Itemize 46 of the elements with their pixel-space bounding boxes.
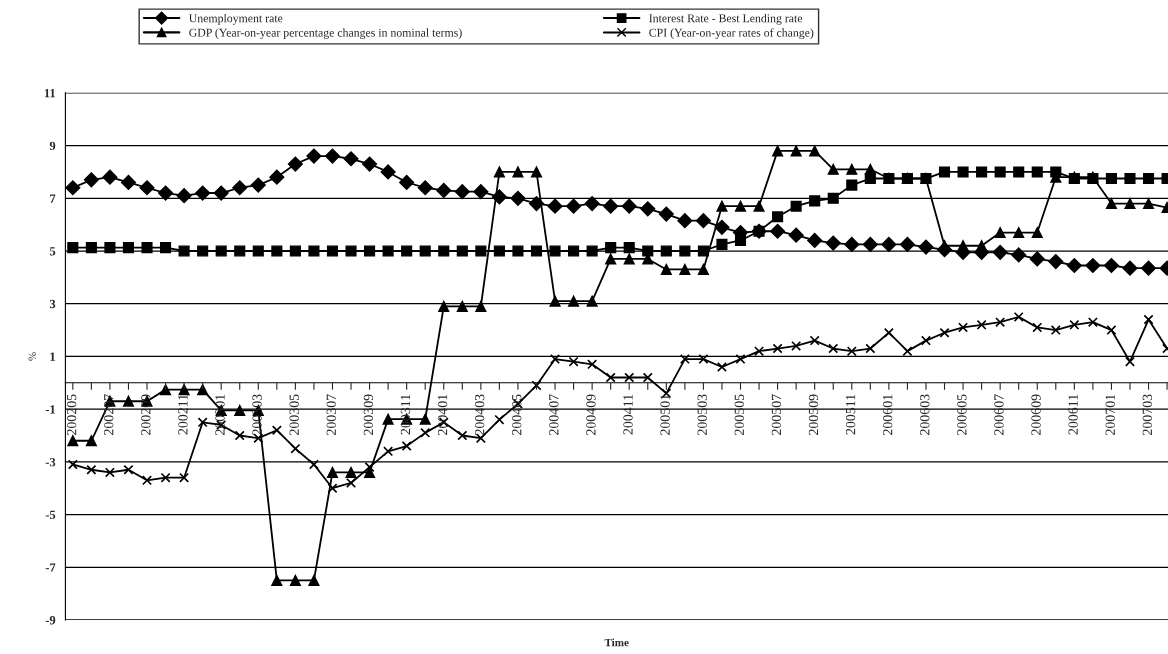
x-tick-label: 200507: [771, 394, 782, 435]
x-tick-label: 200303: [252, 394, 262, 435]
x-tick-label: 200511: [845, 394, 856, 435]
x-tick-label: 200703: [1142, 394, 1152, 435]
x-tick-label: 200209: [141, 394, 151, 435]
legend-label: Unemployment rate: [189, 13, 283, 25]
x-tick-label: 200411: [623, 394, 633, 435]
x-tick-label: 200607: [994, 394, 1004, 435]
y-tick-label: 11: [44, 88, 56, 98]
x-tick-label: 200309: [363, 394, 374, 435]
x-tick-label: 200601: [882, 394, 893, 435]
x-tick-label: 200401: [437, 394, 448, 435]
legend-label: Interest Rate - Best Lending rate: [649, 13, 803, 25]
x-tick-label: 200205: [66, 394, 77, 435]
y-tick-label: 9: [49, 141, 56, 151]
x-tick-label: 200505: [734, 394, 744, 435]
y-tick-label: 3: [49, 299, 56, 309]
y-tick-label: -7: [45, 563, 56, 572]
x-tick-label: 200307: [326, 394, 336, 435]
x-tick-label: 200211: [178, 394, 188, 435]
x-tick-label: 200605: [957, 394, 967, 435]
legend-label: GDP (Year-on-year percentage changes in nominal terms): [189, 28, 462, 40]
y-tick-label: -9: [45, 616, 56, 625]
x-tick-label: 200409: [586, 394, 596, 435]
x-tick-label: 200701: [1105, 394, 1115, 435]
x-tick-label: 200207: [104, 394, 114, 435]
y-axis-title: %: [28, 352, 37, 361]
x-tick-label: 200405: [512, 394, 522, 435]
x-tick-label: 200609: [1031, 394, 1041, 435]
y-tick-label: -1: [45, 405, 56, 414]
x-tick-label: 200407: [549, 394, 559, 435]
y-tick-label: -3: [45, 457, 56, 467]
y-tick-label: 7: [50, 194, 56, 203]
x-tick-label: 200403: [474, 394, 485, 435]
x-tick-label: 200509: [808, 394, 819, 435]
x-tick-label: 200501: [660, 394, 670, 435]
x-axis-title: Time: [604, 638, 629, 647]
legend-label: CPI (Year-on-year rates of change): [649, 28, 814, 40]
x-tick-label: 200603: [920, 394, 930, 435]
x-tick-label: 200503: [697, 394, 707, 435]
x-tick-label: 200301: [215, 394, 225, 435]
y-tick-label: 1: [50, 352, 56, 361]
x-tick-label: 200611: [1068, 394, 1078, 435]
y-tick-label: 5: [49, 247, 56, 256]
x-tick-label: 200305: [289, 394, 299, 435]
y-tick-label: -5: [45, 510, 56, 520]
